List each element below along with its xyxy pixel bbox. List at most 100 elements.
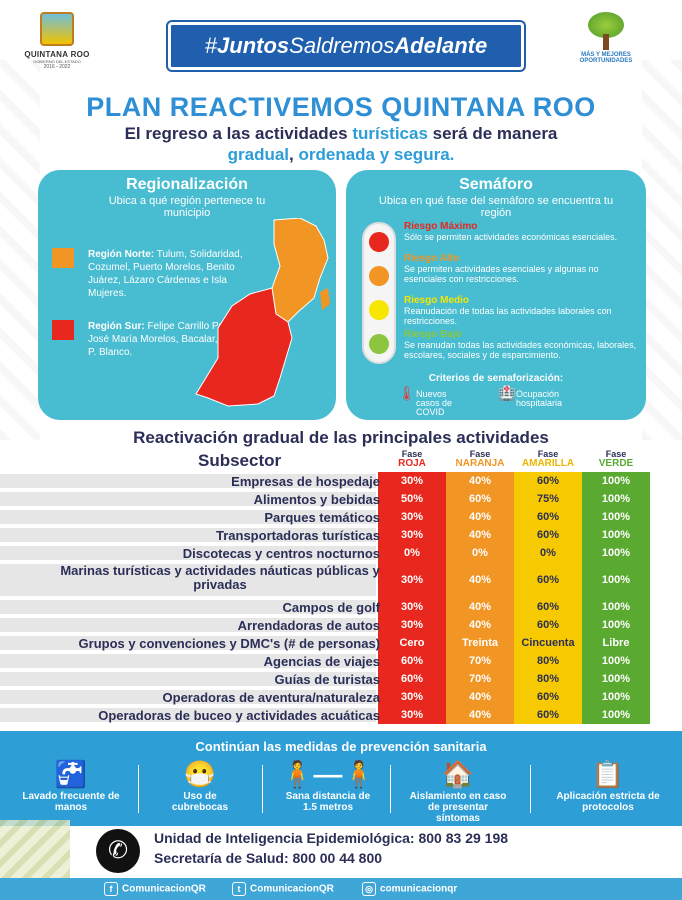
light-green (369, 334, 389, 354)
row-value-roja: 30% (400, 529, 424, 541)
subtitle-line-2: gradual, ordenada y segura. (0, 145, 682, 165)
quintana-roo-map (195, 218, 330, 407)
row-background (0, 528, 376, 542)
row-background (0, 474, 376, 488)
tree-icon (584, 12, 628, 52)
row-value-naranja: 40% (468, 529, 492, 541)
row-value-verde: 100% (601, 547, 631, 559)
table-row: Marinas turísticas y actividades náutica… (0, 562, 682, 598)
riesgo-maximo-label: Riesgo Máximo (404, 221, 478, 232)
facebook-handle: ComunicacionQR (122, 883, 206, 895)
row-value-verde: 100% (601, 691, 631, 703)
state-emblem-icon (40, 12, 74, 46)
row-value-naranja: 40% (468, 601, 492, 613)
row-subsector: Empresas de hospedaje (231, 474, 380, 489)
phase-verde-name: VERDE (598, 458, 634, 469)
row-value-amarilla: 60% (536, 619, 560, 631)
region-norte-label: Región Norte: (88, 249, 155, 260)
row-value-verde: 100% (601, 619, 631, 631)
table-row: Arrendadoras de autos 30% 40% 60% 100% (0, 616, 682, 634)
table-row: Discotecas y centros nocturnos 0% 0% 0% 100% (0, 544, 682, 562)
subtitle-comma: , (289, 145, 299, 164)
prevention-mask: 😷 Uso de cubrebocas (150, 757, 250, 813)
row-value-amarilla: 60% (536, 574, 560, 586)
phase-roja-name: ROJA (398, 458, 426, 469)
twitter-icon: t (232, 882, 246, 896)
contact-salud: Secretaría de Salud: 800 00 44 800 (154, 850, 383, 866)
row-value-roja: 0% (404, 547, 420, 559)
row-value-amarilla: 60% (536, 529, 560, 541)
handwashing-label: Lavado frecuente de manos (22, 791, 120, 813)
row-value-roja: Cero (399, 637, 425, 649)
row-value-roja: 60% (400, 673, 424, 685)
mask-label: Uso de cubrebocas (171, 791, 229, 813)
row-value-naranja: 70% (468, 655, 492, 667)
separator (530, 765, 531, 813)
prevention-banner: Continúan las medidas de prevención sani… (0, 731, 682, 826)
row-subsector: Operadoras de aventura/naturaleza (162, 690, 380, 705)
region-sur-text: Región Sur: Felipe Carrillo Puerto, José… (88, 320, 250, 359)
hashtag-banner: #JuntosSaldremosAdelante (168, 22, 524, 70)
prevention-handwashing: 🚰 Lavado frecuente de manos (16, 757, 126, 813)
row-background (0, 636, 376, 650)
row-subsector: Alimentos y bebidas (253, 492, 380, 507)
row-subsector: Operadoras de buceo y actividades acuáti… (98, 708, 380, 723)
regionalizacion-subtitle: Ubica a qué región pertenece tu municipi… (108, 195, 266, 219)
map-cozumel (320, 288, 330, 310)
row-value-verde: 100% (601, 511, 631, 523)
instagram-icon: ◎ (362, 882, 376, 896)
table-row: Parques temáticos 30% 40% 60% 100% (0, 508, 682, 526)
row-value-roja: 30% (400, 709, 424, 721)
phase-header-verde: Fase VERDE (582, 449, 650, 469)
row-background (0, 564, 376, 596)
traffic-light (362, 222, 396, 364)
table-row: Operadoras de aventura/naturaleza 30% 40% 6… (0, 688, 682, 706)
row-background (0, 600, 376, 614)
distance-icon: 🧍‒‒🧍 (281, 759, 375, 789)
subtitle-line-1: El regreso a las actividades turísticas … (0, 124, 682, 144)
subtitle-text-1: El regreso a las actividades (124, 124, 353, 143)
phase-roja-fase: Fase (401, 449, 423, 459)
riesgo-alto-text: Se permiten actividades esenciales y alg… (404, 264, 599, 284)
social-facebook[interactable]: f ComunicacionQR (104, 882, 206, 896)
riesgo-bajo-label: Riesgo Bajo (404, 329, 462, 340)
hashtag-symbol: # (204, 33, 218, 58)
row-value-naranja: 0% (472, 547, 488, 559)
row-value-naranja: 60% (468, 493, 492, 505)
row-value-verde: 100% (601, 601, 631, 613)
row-value-verde: 100% (601, 529, 631, 541)
riesgo-medio-label: Riesgo Medio (404, 295, 470, 306)
row-background (0, 654, 376, 668)
row-subsector: Arrendadoras de autos (237, 618, 380, 633)
row-value-roja: 30% (400, 574, 424, 586)
region-norte-municipios: Tulum, Solidaridad, Cozumel, Puerto More… (88, 249, 243, 299)
phase-verde-fase: Fase (605, 449, 627, 459)
row-subsector: Grupos y convenciones y DMC's (# de pers… (78, 636, 380, 651)
row-value-amarilla: 60% (536, 475, 560, 487)
regionalizacion-title: Regionalización (126, 176, 248, 193)
criterio-hospital-text: Ocupación hospitalaria (516, 389, 563, 408)
row-subsector: Campos de golf (282, 600, 380, 615)
table-row: Agencias de viajes 60% 70% 80% 100% (0, 652, 682, 670)
separator (138, 765, 139, 813)
protocols-label: Aplicación estricta de protocolos (556, 791, 660, 813)
facebook-icon: f (104, 882, 118, 896)
separator (390, 765, 391, 813)
prevention-distance: 🧍‒‒🧍 Sana distancia de 1.5 metros (272, 757, 384, 813)
social-instagram[interactable]: ◎ comunicacionqr (362, 882, 457, 896)
riesgo-maximo-text: Sólo se permiten actividades económicas … (404, 232, 618, 242)
row-value-naranja: 40% (468, 619, 492, 631)
column-naranja (446, 472, 514, 724)
row-value-roja: 60% (400, 655, 424, 667)
riesgo-medio-text: Reanudación de todas las actividades lab… (404, 306, 612, 326)
row-subsector: Agencias de viajes (263, 654, 380, 669)
oportunidades-logo: MÁS Y MEJORES OPORTUNIDADES (568, 12, 644, 64)
row-subsector: Parques temáticos (264, 510, 380, 525)
riesgo-bajo: Riesgo Bajo Se reanudan todas las activid… (404, 329, 640, 361)
subsector-header: Subsector (198, 451, 282, 470)
light-red (369, 232, 389, 252)
table-row: Transportadoras turísticas 30% 40% 60% 100% (0, 526, 682, 544)
row-background (0, 510, 376, 524)
social-twitter[interactable]: t ComunicacionQR (232, 882, 334, 896)
home-isolation-icon: 🏠 (441, 759, 475, 789)
